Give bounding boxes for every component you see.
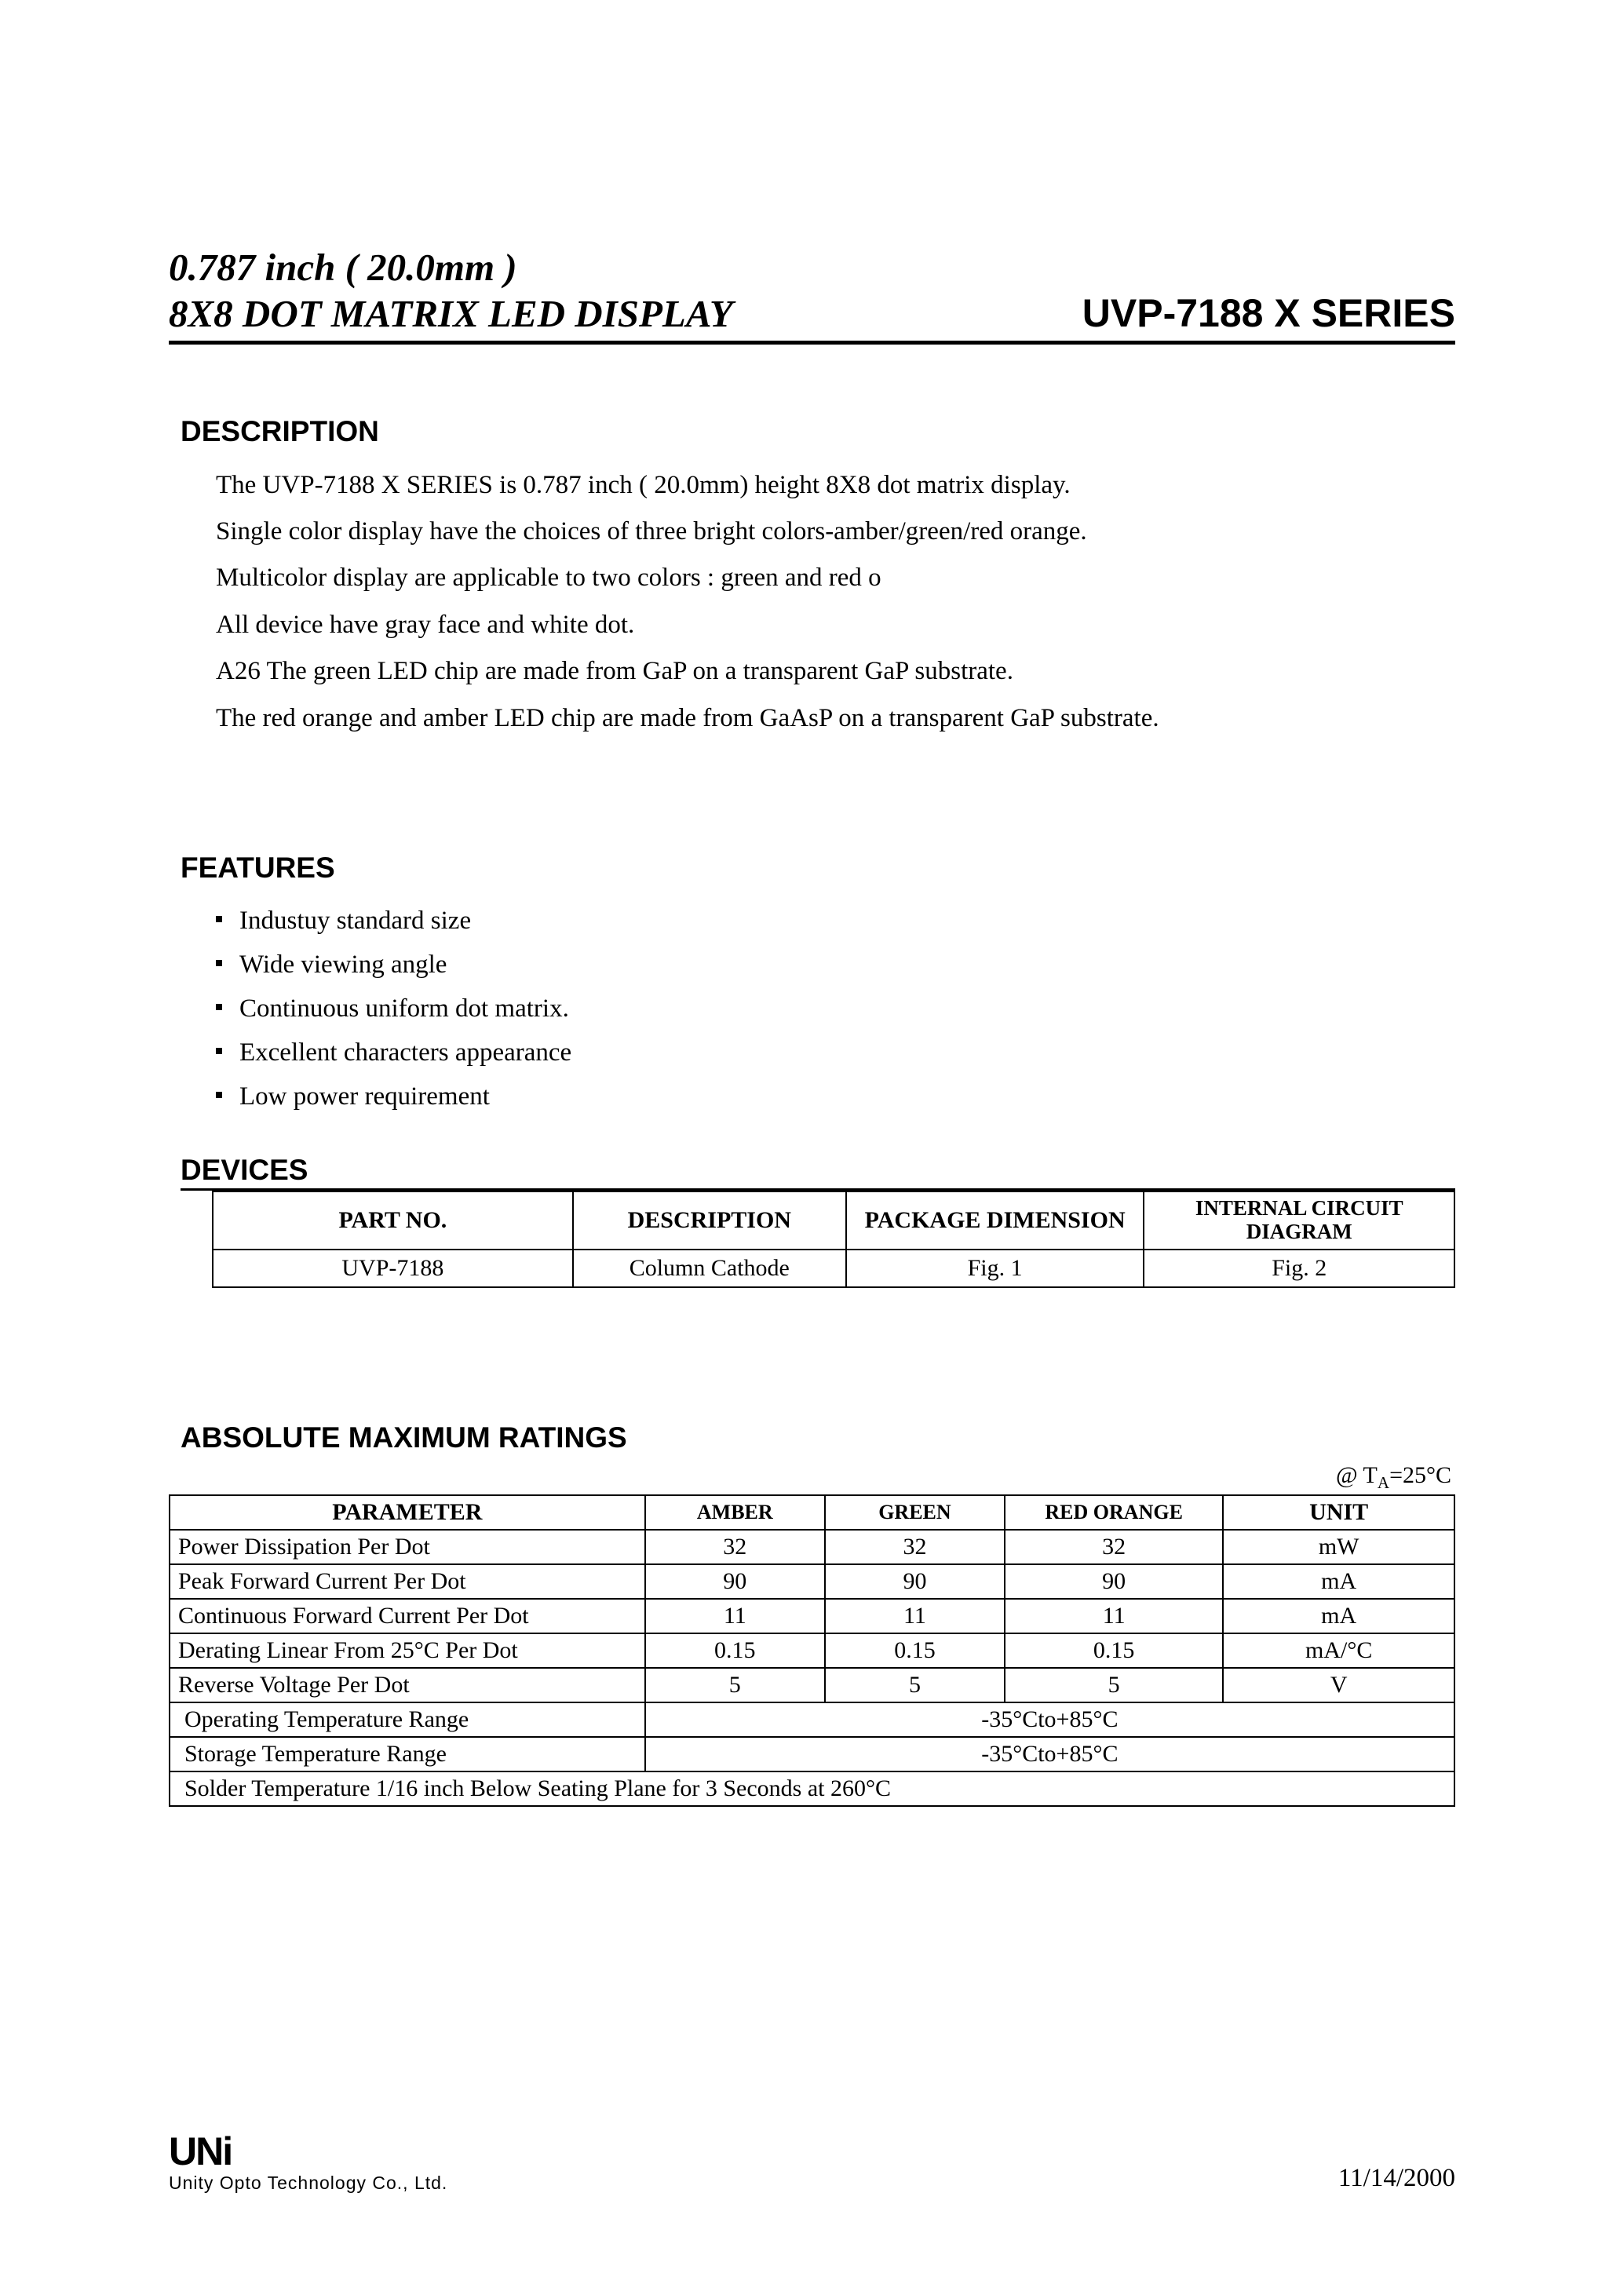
ratings-condition-note: @ TA=25°C: [169, 1462, 1455, 1493]
table-header-row: PART NO.DESCRIPTIONPACKAGE DIMENSIONINTE…: [213, 1191, 1454, 1249]
table-cell: mW: [1223, 1530, 1454, 1564]
table-cell: mA: [1223, 1564, 1454, 1599]
table-cell: Peak Forward Current Per Dot: [170, 1564, 645, 1599]
table-header-cell: PARAMETER: [170, 1495, 645, 1530]
title-line2: 8X8 DOT MATRIX LED DISPLAY: [169, 291, 733, 338]
feature-item: Low power requirement: [216, 1075, 1455, 1118]
description-block: The UVP-7188 X SERIES is 0.787 inch ( 20…: [216, 462, 1455, 742]
table-header-cell: AMBER: [645, 1495, 825, 1530]
ratings-heading: ABSOLUTE MAXIMUM RATINGS: [181, 1421, 1455, 1454]
table-cell: Reverse Voltage Per Dot: [170, 1668, 645, 1702]
table-row: Peak Forward Current Per Dot909090mA: [170, 1564, 1454, 1599]
description-heading: DESCRIPTION: [181, 415, 1455, 448]
table-cell: 32: [645, 1530, 825, 1564]
features-heading: FEATURES: [181, 852, 1455, 885]
feature-item: Continuous uniform dot matrix.: [216, 987, 1455, 1031]
series-name: UVP-7188 X SERIES: [1082, 290, 1455, 338]
table-cell: 5: [1005, 1668, 1223, 1702]
title-left: 0.787 inch ( 20.0mm ) 8X8 DOT MATRIX LED…: [169, 245, 733, 338]
table-cell: -35°Cto+85°C: [645, 1737, 1454, 1771]
table-cell: Column Cathode: [573, 1250, 846, 1287]
table-row: Operating Temperature Range-35°Cto+85°C: [170, 1702, 1454, 1737]
desc-line: The red orange and amber LED chip are ma…: [216, 695, 1455, 742]
table-cell: UVP-7188: [213, 1250, 573, 1287]
devices-table: PART NO.DESCRIPTIONPACKAGE DIMENSIONINTE…: [212, 1191, 1455, 1287]
table-cell: Fig. 2: [1144, 1250, 1454, 1287]
table-cell: 5: [645, 1668, 825, 1702]
footer-date: 11/14/2000: [1338, 2164, 1455, 2193]
table-cell: 11: [825, 1599, 1005, 1633]
table-cell: 90: [645, 1564, 825, 1599]
table-cell: Continuous Forward Current Per Dot: [170, 1599, 645, 1633]
feature-item: Wide viewing angle: [216, 943, 1455, 987]
table-cell: Storage Temperature Range: [170, 1737, 645, 1771]
table-header-cell: PACKAGE DIMENSION: [846, 1191, 1144, 1249]
table-cell: 11: [1005, 1599, 1223, 1633]
devices-heading: DEVICES: [181, 1154, 1455, 1191]
desc-line: All device have gray face and white dot.: [216, 602, 1455, 648]
table-cell: 11: [645, 1599, 825, 1633]
desc-line: Single color display have the choices of…: [216, 509, 1455, 555]
ratings-table: PARAMETERAMBERGREENRED ORANGEUNIT Power …: [169, 1494, 1455, 1807]
table-cell: 90: [1005, 1564, 1223, 1599]
table-cell: -35°Cto+85°C: [645, 1702, 1454, 1737]
table-cell: Solder Temperature 1/16 inch Below Seati…: [170, 1771, 1454, 1806]
table-row: Storage Temperature Range-35°Cto+85°C: [170, 1737, 1454, 1771]
table-row: Power Dissipation Per Dot323232mW: [170, 1530, 1454, 1564]
desc-line: A26 The green LED chip are made from GaP…: [216, 648, 1455, 695]
footer-logo: UNi: [169, 2130, 447, 2173]
table-row: Reverse Voltage Per Dot555V: [170, 1668, 1454, 1702]
features-list: Industuy standard size Wide viewing angl…: [216, 899, 1455, 1118]
table-cell: Operating Temperature Range: [170, 1702, 645, 1737]
table-cell: Power Dissipation Per Dot: [170, 1530, 645, 1564]
feature-item: Excellent characters appearance: [216, 1031, 1455, 1075]
table-row: UVP-7188Column CathodeFig. 1Fig. 2: [213, 1250, 1454, 1287]
table-cell: 0.15: [645, 1633, 825, 1668]
table-cell: V: [1223, 1668, 1454, 1702]
table-header-cell: RED ORANGE: [1005, 1495, 1223, 1530]
table-header-cell: PART NO.: [213, 1191, 573, 1249]
page-header: 0.787 inch ( 20.0mm ) 8X8 DOT MATRIX LED…: [169, 245, 1455, 345]
table-row: Continuous Forward Current Per Dot111111…: [170, 1599, 1454, 1633]
table-row: Solder Temperature 1/16 inch Below Seati…: [170, 1771, 1454, 1806]
table-header-cell: UNIT: [1223, 1495, 1454, 1530]
table-cell: 90: [825, 1564, 1005, 1599]
footer-logo-block: UNi Unity Opto Technology Co., Ltd.: [169, 2130, 447, 2193]
desc-line: The UVP-7188 X SERIES is 0.787 inch ( 20…: [216, 462, 1455, 509]
table-cell: 0.15: [825, 1633, 1005, 1668]
desc-line: Multicolor display are applicable to two…: [216, 555, 1455, 601]
table-cell: 0.15: [1005, 1633, 1223, 1668]
table-cell: 32: [1005, 1530, 1223, 1564]
footer-company: Unity Opto Technology Co., Ltd.: [169, 2173, 447, 2193]
title-line1: 0.787 inch ( 20.0mm ): [169, 245, 733, 291]
table-header-cell: DESCRIPTION: [573, 1191, 846, 1249]
table-cell: 32: [825, 1530, 1005, 1564]
table-cell: mA/°C: [1223, 1633, 1454, 1668]
table-header-cell: INTERNAL CIRCUITDIAGRAM: [1144, 1191, 1454, 1249]
table-cell: Fig. 1: [846, 1250, 1144, 1287]
feature-item: Industuy standard size: [216, 899, 1455, 943]
table-cell: 5: [825, 1668, 1005, 1702]
table-cell: mA: [1223, 1599, 1454, 1633]
table-header-row: PARAMETERAMBERGREENRED ORANGEUNIT: [170, 1495, 1454, 1530]
table-row: Derating Linear From 25°C Per Dot0.150.1…: [170, 1633, 1454, 1668]
table-header-cell: GREEN: [825, 1495, 1005, 1530]
table-cell: Derating Linear From 25°C Per Dot: [170, 1633, 645, 1668]
page-footer: UNi Unity Opto Technology Co., Ltd. 11/1…: [169, 2130, 1455, 2193]
